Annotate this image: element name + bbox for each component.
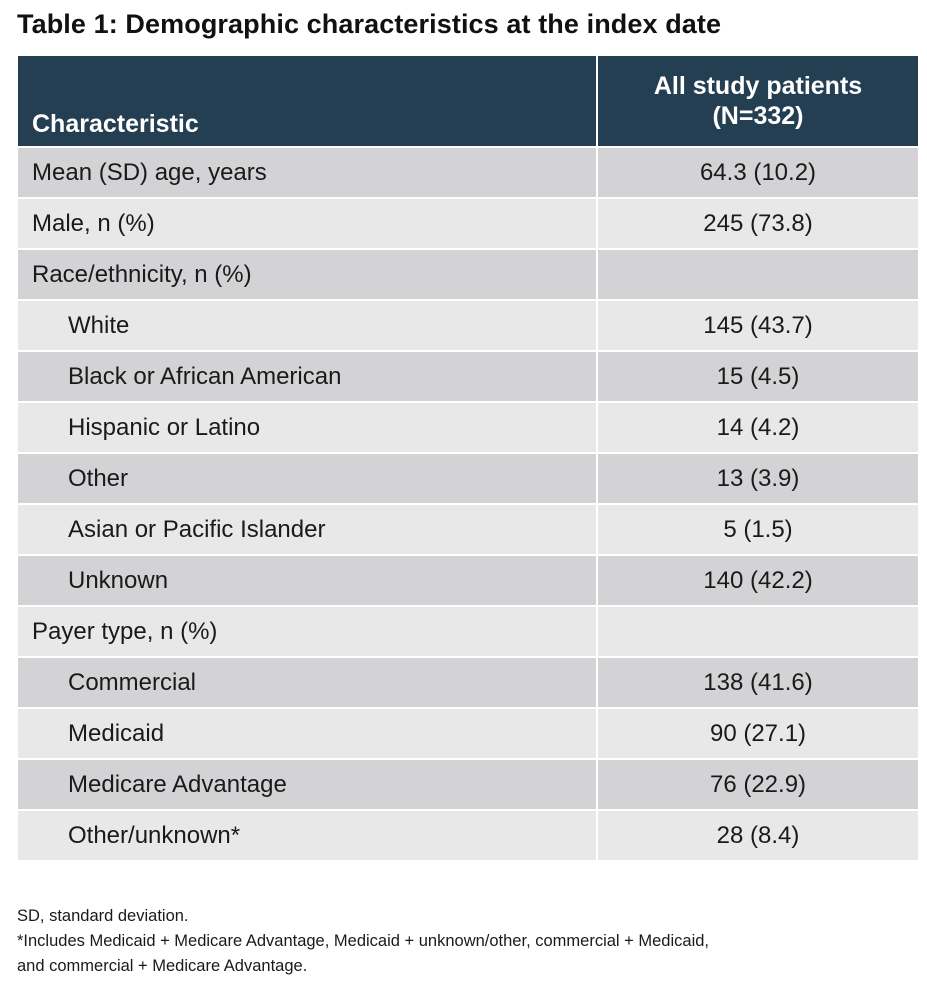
table-title: Table 1: Demographic characteristics at …: [17, 9, 722, 39]
row-value: 145 (43.7): [596, 299, 920, 352]
header-characteristic: Characteristic: [16, 54, 598, 148]
row-label: Race/ethnicity, n (%): [16, 248, 598, 301]
footnote-asterisk: *Includes Medicaid + Medicare Advantage,…: [17, 932, 710, 950]
table-row: Asian or Pacific Islander 5 (1.5): [16, 503, 920, 556]
row-label: Other/unknown*: [16, 809, 598, 862]
table-row: Race/ethnicity, n (%): [16, 248, 920, 301]
header-all-study-patients: All study patients (N=332): [596, 54, 920, 148]
header-column-line1: All study patients: [653, 72, 863, 100]
row-label: Male, n (%): [16, 197, 598, 250]
table-row: Black or African American 15 (4.5): [16, 350, 920, 403]
row-label: Medicaid: [16, 707, 598, 760]
row-label: Black or African American: [16, 350, 598, 403]
row-value: 90 (27.1): [596, 707, 920, 760]
table-row: Medicare Advantage 76 (22.9): [16, 758, 920, 811]
row-label: Asian or Pacific Islander: [16, 503, 598, 556]
row-label: Unknown: [16, 554, 598, 607]
row-label: Hispanic or Latino: [16, 401, 598, 454]
row-label: Payer type, n (%): [16, 605, 598, 658]
row-value: 13 (3.9): [596, 452, 920, 505]
row-value: 76 (22.9): [596, 758, 920, 811]
table-row: Commercial 138 (41.6): [16, 656, 920, 709]
table-row: Unknown 140 (42.2): [16, 554, 920, 607]
row-value: 5 (1.5): [596, 503, 920, 556]
footnote-abbreviation: SD, standard deviation.: [17, 907, 189, 925]
table-row: White 145 (43.7): [16, 299, 920, 352]
table-row: Medicaid 90 (27.1): [16, 707, 920, 760]
footnotes: SD, standard deviation. *Includes Medica…: [17, 904, 709, 979]
header-column-line2: (N=332): [712, 102, 804, 130]
table-row: Other 13 (3.9): [16, 452, 920, 505]
row-label: White: [16, 299, 598, 352]
row-label: Mean (SD) age, years: [16, 146, 598, 199]
row-value: [596, 605, 920, 658]
row-value: 64.3 (10.2): [596, 146, 920, 199]
table-row: Mean (SD) age, years 64.3 (10.2): [16, 146, 920, 199]
row-label: Medicare Advantage: [16, 758, 598, 811]
table-body: Mean (SD) age, years 64.3 (10.2) Male, n (…: [16, 146, 920, 862]
table-header-row: Characteristic All study patients (N=332…: [16, 54, 920, 148]
row-label: Other: [16, 452, 598, 505]
row-label: Commercial: [16, 656, 598, 709]
row-value: 245 (73.8): [596, 197, 920, 250]
table-row: Payer type, n (%): [16, 605, 920, 658]
footnote-asterisk-continued: and commercial + Medicare Advantage.: [17, 957, 308, 975]
row-value: 28 (8.4): [596, 809, 920, 862]
row-value: 15 (4.5): [596, 350, 920, 403]
row-value: 138 (41.6): [596, 656, 920, 709]
table-row: Hispanic or Latino 14 (4.2): [16, 401, 920, 454]
table-row: Other/unknown* 28 (8.4): [16, 809, 920, 862]
row-value: [596, 248, 920, 301]
row-value: 140 (42.2): [596, 554, 920, 607]
row-value: 14 (4.2): [596, 401, 920, 454]
table-row: Male, n (%) 245 (73.8): [16, 197, 920, 250]
demographics-table: Characteristic All study patients (N=332…: [16, 54, 920, 862]
